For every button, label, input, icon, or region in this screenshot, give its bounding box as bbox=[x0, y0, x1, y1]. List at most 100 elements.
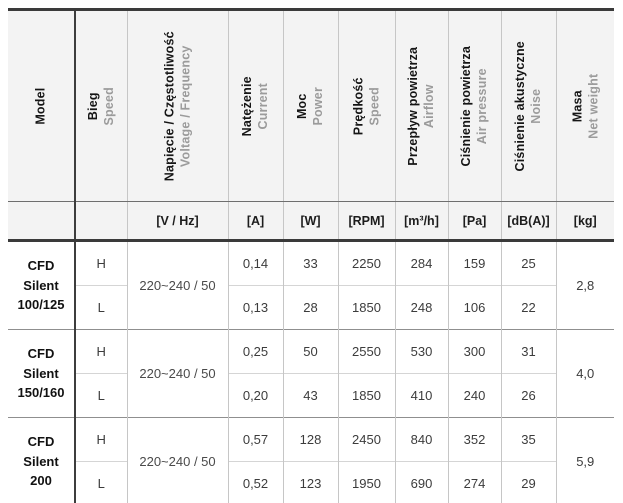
power-cell: 128 bbox=[282, 417, 338, 462]
col-label-pl: Napięcie / Częstotliwość bbox=[162, 31, 177, 181]
header-row: Model Bieg Speed Napięcie / Częstotliwość… bbox=[8, 9, 614, 202]
unit-model bbox=[8, 201, 75, 242]
unit-power: [W] bbox=[282, 201, 338, 242]
speed-cell: H bbox=[74, 417, 127, 462]
pressure-cell: 240 bbox=[447, 373, 501, 418]
table-row: CFD Silent 200 H 220~240 / 50 0,57 128 2… bbox=[8, 417, 614, 503]
model-cell: CFD Silent 200 bbox=[8, 417, 75, 503]
voltage-cell: 220~240 / 50 bbox=[126, 329, 228, 418]
col-label-pl: Moc bbox=[295, 93, 310, 119]
model-cell: CFD Silent 100/125 bbox=[8, 240, 75, 330]
rpm-cell: 1950 bbox=[337, 461, 395, 503]
pressure-cell: 274 bbox=[447, 461, 501, 503]
pressure-cell: 106 bbox=[447, 285, 501, 330]
col-header-power: Moc Power bbox=[282, 9, 338, 202]
col-label-en: Voltage / Frequency bbox=[178, 45, 193, 167]
unit-rpm: [RPM] bbox=[337, 201, 395, 242]
col-header-rpm: Prędkość Speed bbox=[337, 9, 395, 202]
rpm-cell: 2250 bbox=[337, 240, 395, 286]
current-cell: 0,57 bbox=[227, 417, 283, 462]
col-header-voltage: Napięcie / Częstotliwość Voltage / Freque… bbox=[126, 9, 228, 202]
col-label-pl: Prędkość bbox=[351, 77, 366, 135]
airflow-cell: 284 bbox=[394, 240, 448, 286]
rpm-cell: 1850 bbox=[337, 285, 395, 330]
model-group-150-160: CFD Silent 150/160 H 220~240 / 50 0,25 5… bbox=[8, 329, 614, 418]
col-label-pl: Ciśnienie powietrza bbox=[459, 45, 474, 167]
speed-cell: L bbox=[74, 461, 127, 503]
model-cell: CFD Silent 150/160 bbox=[8, 329, 75, 418]
airflow-cell: 410 bbox=[394, 373, 448, 418]
noise-cell: 29 bbox=[500, 461, 556, 503]
airflow-cell: 248 bbox=[394, 285, 448, 330]
weight-cell: 4,0 bbox=[555, 329, 614, 418]
col-label-en: Airflow bbox=[422, 84, 437, 128]
col-label-en: Power bbox=[311, 86, 326, 126]
airflow-cell: 690 bbox=[394, 461, 448, 503]
power-cell: 50 bbox=[282, 329, 338, 374]
col-label-en: Air pressure bbox=[475, 67, 490, 145]
noise-cell: 26 bbox=[500, 373, 556, 418]
speed-cell: H bbox=[74, 329, 127, 374]
col-header-model: Model bbox=[8, 9, 75, 202]
unit-voltage: [V / Hz] bbox=[126, 201, 228, 242]
col-header-noise: Ciśnienie akustyczne Noise bbox=[500, 9, 556, 202]
table-row: CFD Silent 150/160 H 220~240 / 50 0,25 5… bbox=[8, 329, 614, 418]
col-label-pl: Model bbox=[33, 87, 48, 125]
power-cell: 43 bbox=[282, 373, 338, 418]
current-cell: 0,52 bbox=[227, 461, 283, 503]
rpm-cell: 2450 bbox=[337, 417, 395, 462]
col-header-speed: Bieg Speed bbox=[74, 9, 127, 202]
power-cell: 28 bbox=[282, 285, 338, 330]
col-header-pressure: Ciśnienie powietrza Air pressure bbox=[447, 9, 501, 202]
model-group-100-125: CFD Silent 100/125 H 220~240 / 50 0,14 3… bbox=[8, 240, 614, 330]
airflow-cell: 840 bbox=[394, 417, 448, 462]
rpm-cell: 1850 bbox=[337, 373, 395, 418]
table-row: L 0,52 123 1950 690 274 29 bbox=[8, 461, 614, 503]
voltage-cell: 220~240 / 50 bbox=[126, 240, 228, 330]
col-header-weight: Masa Net weight bbox=[555, 9, 614, 202]
power-cell: 123 bbox=[282, 461, 338, 503]
unit-pressure: [Pa] bbox=[447, 201, 501, 242]
noise-cell: 25 bbox=[500, 240, 556, 286]
pressure-cell: 159 bbox=[447, 240, 501, 286]
table-row: L 0,20 43 1850 410 240 26 bbox=[8, 373, 614, 418]
col-label-pl: Natężenie bbox=[240, 75, 255, 137]
unit-weight: [kg] bbox=[555, 201, 614, 242]
unit-noise: [dB(A)] bbox=[500, 201, 556, 242]
weight-cell: 2,8 bbox=[555, 240, 614, 330]
current-cell: 0,25 bbox=[227, 329, 283, 374]
col-label-en: Net weight bbox=[586, 73, 601, 139]
current-cell: 0,13 bbox=[227, 285, 283, 330]
weight-cell: 5,9 bbox=[555, 417, 614, 503]
unit-current: [A] bbox=[227, 201, 283, 242]
unit-speed bbox=[74, 201, 127, 242]
current-cell: 0,14 bbox=[227, 240, 283, 286]
col-header-current: Natężenie Current bbox=[227, 9, 283, 202]
col-label-en: Current bbox=[256, 82, 271, 130]
fan-spec-table: Model Bieg Speed Napięcie / Częstotliwość… bbox=[8, 8, 614, 503]
col-label-pl: Masa bbox=[570, 89, 585, 123]
col-label-pl: Przepływ powietrza bbox=[406, 46, 421, 166]
noise-cell: 31 bbox=[500, 329, 556, 374]
airflow-cell: 530 bbox=[394, 329, 448, 374]
pressure-cell: 300 bbox=[447, 329, 501, 374]
col-label-en: Speed bbox=[367, 86, 382, 126]
table-row: L 0,13 28 1850 248 106 22 bbox=[8, 285, 614, 330]
unit-airflow: [m³/h] bbox=[394, 201, 448, 242]
model-group-200: CFD Silent 200 H 220~240 / 50 0,57 128 2… bbox=[8, 417, 614, 503]
col-label-en: Speed bbox=[102, 86, 117, 126]
noise-cell: 35 bbox=[500, 417, 556, 462]
col-label-pl: Bieg bbox=[85, 92, 100, 120]
rpm-cell: 2550 bbox=[337, 329, 395, 374]
table-row: CFD Silent 100/125 H 220~240 / 50 0,14 3… bbox=[8, 240, 614, 330]
power-cell: 33 bbox=[282, 240, 338, 286]
noise-cell: 22 bbox=[500, 285, 556, 330]
speed-cell: H bbox=[74, 240, 127, 286]
speed-cell: L bbox=[74, 373, 127, 418]
pressure-cell: 352 bbox=[447, 417, 501, 462]
col-header-airflow: Przepływ powietrza Airflow bbox=[394, 9, 448, 202]
col-label-en: Noise bbox=[529, 88, 544, 124]
current-cell: 0,20 bbox=[227, 373, 283, 418]
units-row: [V / Hz] [A] [W] [RPM] [m³/h] [Pa] [dB(A… bbox=[8, 201, 614, 242]
